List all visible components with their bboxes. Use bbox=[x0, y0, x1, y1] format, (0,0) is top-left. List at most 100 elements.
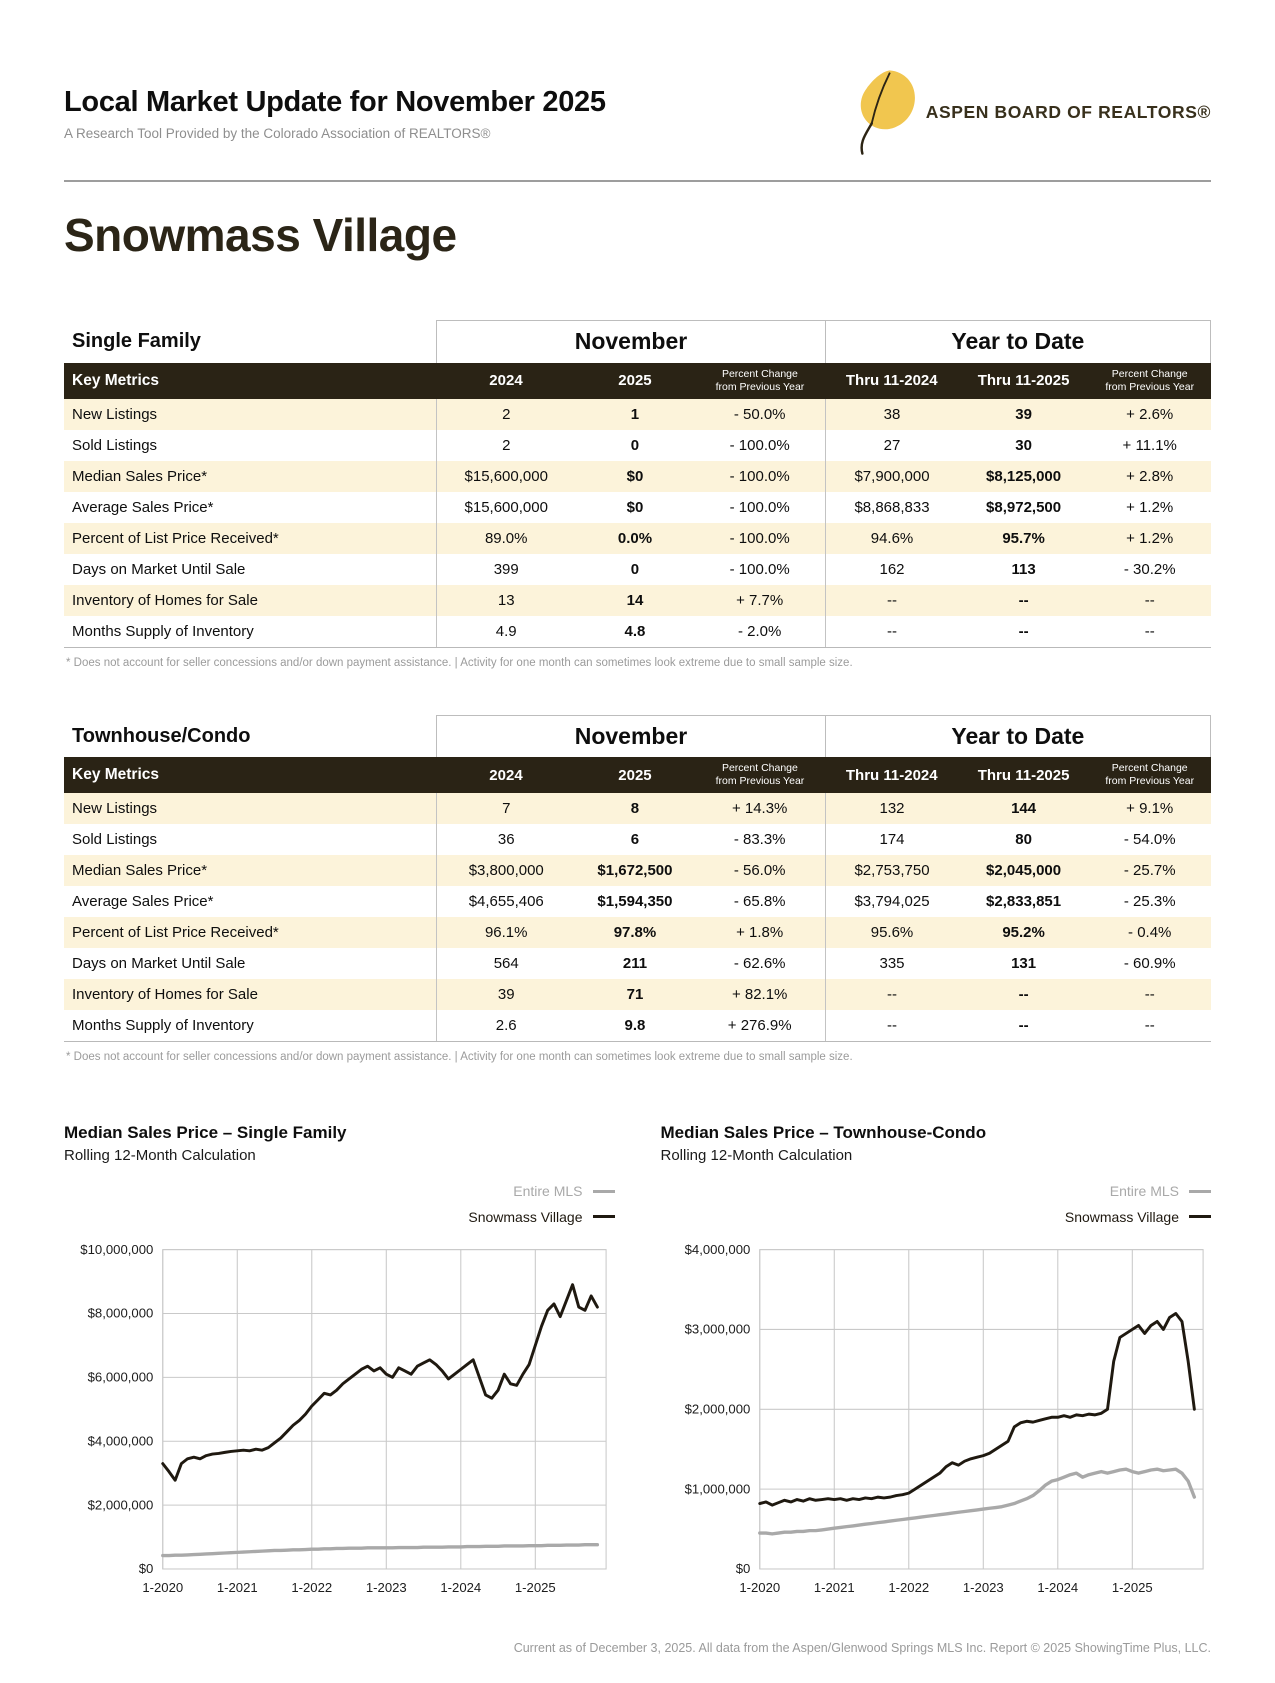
metric-value: 96.1% bbox=[436, 917, 576, 948]
metric-value: 335 bbox=[824, 948, 959, 979]
period-november: November bbox=[436, 320, 826, 363]
metric-value: 1 bbox=[630, 405, 640, 423]
legend-snowmass-village: Snowmass Village bbox=[64, 1204, 615, 1230]
table-row: Percent of List Price Received* 89.0% 0.0%… bbox=[64, 522, 1211, 554]
metric-value: -- bbox=[824, 979, 959, 1010]
svg-text:1-2024: 1-2024 bbox=[1037, 1580, 1078, 1595]
report-title: Local Market Update for November 2025 bbox=[64, 86, 606, 118]
col-nov-percent-change: Percent Change from Previous Year bbox=[694, 757, 826, 793]
legend-entire-mls: Entire MLS bbox=[64, 1178, 615, 1204]
metric-value: $2,753,750 bbox=[824, 855, 959, 886]
metric-value: -- bbox=[958, 1010, 1089, 1042]
chart-subtitle: Rolling 12-Month Calculation bbox=[660, 1147, 853, 1164]
metric-label: Percent of List Price Received* bbox=[72, 529, 279, 547]
metric-value: 9.8 bbox=[575, 1010, 695, 1042]
metric-value: + 276.9% bbox=[694, 1010, 826, 1042]
col-key-metrics: Key Metrics bbox=[64, 362, 437, 399]
table-row: Inventory of Homes for Sale 13 14 + 7.7% -- -… bbox=[64, 584, 1211, 616]
table-row: Days on Market Until Sale 564 211 - 62.6% 33… bbox=[64, 948, 1211, 979]
metric-value: -- bbox=[958, 615, 1089, 648]
metric-value: -- bbox=[1018, 591, 1029, 609]
percent-change-line1: Percent Change bbox=[721, 367, 798, 380]
period-band-row: Townhouse/Condo November Year to Date bbox=[64, 714, 1212, 757]
svg-text:$0: $0 bbox=[139, 1561, 154, 1576]
metric-value: 113 bbox=[1011, 560, 1036, 578]
metric-value: -- bbox=[824, 1010, 959, 1042]
metric-value: - 30.2% bbox=[1123, 560, 1176, 578]
charts-row: Median Sales Price – Single Family Rolli… bbox=[64, 1123, 1211, 1603]
svg-text:1-2020: 1-2020 bbox=[142, 1580, 183, 1595]
metric-value: 6 bbox=[630, 831, 640, 848]
metric-value: 95.2% bbox=[1002, 924, 1045, 941]
metric-value: - 60.9% bbox=[1123, 955, 1176, 972]
svg-text:1-2025: 1-2025 bbox=[1111, 1580, 1152, 1595]
col-ytd-percent-change: Percent Change from Previous Year bbox=[1088, 362, 1211, 399]
metric-value: 97.8% bbox=[613, 924, 657, 941]
table-row: Median Sales Price* $15,600,000 $0 - 100.0%… bbox=[64, 460, 1211, 492]
period-band-row: Single Family November Year to Date bbox=[64, 320, 1212, 363]
svg-text:1-2021: 1-2021 bbox=[217, 1580, 258, 1595]
metric-value: 14 bbox=[626, 591, 644, 609]
legend-label: Entire MLS bbox=[513, 1183, 583, 1200]
period-year-to-date: Year to Date bbox=[824, 320, 1212, 363]
metric-value: 27 bbox=[824, 429, 959, 461]
metric-value: 174 bbox=[824, 824, 959, 855]
metric-value: 211 bbox=[622, 955, 648, 972]
legend-entire-mls: Entire MLS bbox=[661, 1178, 1211, 1204]
table-footnote: * Does not account for seller concession… bbox=[66, 1051, 853, 1063]
townhouse-condo-section: Townhouse/Condo November Year to Date Ke… bbox=[64, 714, 1212, 1063]
legend-line-sample bbox=[1189, 1189, 1211, 1193]
metric-value: 4.9 bbox=[436, 615, 576, 648]
legend-label: Snowmass Village bbox=[1064, 1208, 1179, 1225]
chart-legend: Entire MLS Snowmass Village bbox=[661, 1178, 1211, 1229]
header-divider bbox=[64, 180, 1211, 182]
metric-value: 2.6 bbox=[436, 1010, 576, 1042]
chart-subtitle: Rolling 12-Month Calculation bbox=[64, 1147, 256, 1164]
metric-value: $2,833,851 bbox=[986, 893, 1062, 910]
col-thru-11-2025: Thru 11-2025 bbox=[958, 362, 1089, 399]
period-november: November bbox=[436, 714, 826, 757]
report-footer: Current as of December 3, 2025. All data… bbox=[513, 1640, 1211, 1655]
metric-value: 132 bbox=[824, 793, 959, 824]
metric-value: - 65.8% bbox=[733, 893, 786, 910]
col-nov-2025: 2025 bbox=[575, 757, 695, 793]
table-section-title: Single Family bbox=[64, 320, 437, 363]
metric-value: - 100.0% bbox=[729, 498, 790, 516]
legend-line-sample bbox=[592, 1189, 615, 1193]
metric-value: + 1.2% bbox=[1126, 498, 1174, 516]
metric-value: - 83.3% bbox=[733, 831, 786, 848]
location-title: Snowmass Village bbox=[64, 209, 457, 261]
col-thru-11-2024: Thru 11-2024 bbox=[825, 362, 959, 399]
metric-value: 71 bbox=[626, 986, 644, 1003]
metric-value: -- bbox=[1144, 986, 1155, 1003]
metric-value: 162 bbox=[824, 553, 959, 585]
svg-text:$6,000,000: $6,000,000 bbox=[88, 1370, 154, 1385]
metric-value: - 54.0% bbox=[1123, 831, 1176, 848]
title-block: Local Market Update for November 2025 A … bbox=[64, 64, 606, 141]
table-row: Months Supply of Inventory 2.6 9.8 + 276.9%… bbox=[64, 1010, 1211, 1042]
metric-value: -- bbox=[824, 584, 959, 616]
table-row: Average Sales Price* $4,655,406 $1,594,350… bbox=[64, 886, 1211, 917]
column-header-row: Key Metrics 2024 2025 Percent Change from… bbox=[64, 362, 1211, 399]
metric-value: 2 bbox=[436, 429, 576, 461]
chart-single-family: Median Sales Price – Single Family Rolli… bbox=[64, 1123, 615, 1603]
chart-title: Median Sales Price – Single Family bbox=[64, 1123, 347, 1142]
chart-townhouse-condo: Median Sales Price – Townhouse-Condo Rol… bbox=[660, 1123, 1211, 1603]
svg-text:$1,000,000: $1,000,000 bbox=[684, 1481, 750, 1496]
metric-value: 0 bbox=[630, 560, 640, 578]
metric-value: -- bbox=[824, 615, 959, 648]
metric-value: -- bbox=[1088, 615, 1211, 648]
metric-value: $15,600,000 bbox=[436, 491, 576, 523]
svg-text:$4,000,000: $4,000,000 bbox=[88, 1434, 154, 1449]
metric-value: 0.0% bbox=[617, 529, 653, 547]
metric-value: $15,600,000 bbox=[436, 460, 576, 492]
column-header-row: Key Metrics 2024 2025 Percent Change from… bbox=[64, 757, 1211, 793]
single-family-table: Single Family November Year to Date Key … bbox=[64, 320, 1212, 648]
table-row: Average Sales Price* $15,600,000 $0 - 100.0… bbox=[64, 491, 1211, 523]
metric-value: + 9.1% bbox=[1126, 800, 1174, 817]
metric-label: Months Supply of Inventory bbox=[64, 615, 437, 648]
metric-value: 36 bbox=[436, 824, 576, 855]
metric-value: $4,655,406 bbox=[436, 886, 576, 917]
metric-value: + 7.7% bbox=[736, 591, 784, 609]
metric-value: - 100.0% bbox=[729, 436, 790, 454]
